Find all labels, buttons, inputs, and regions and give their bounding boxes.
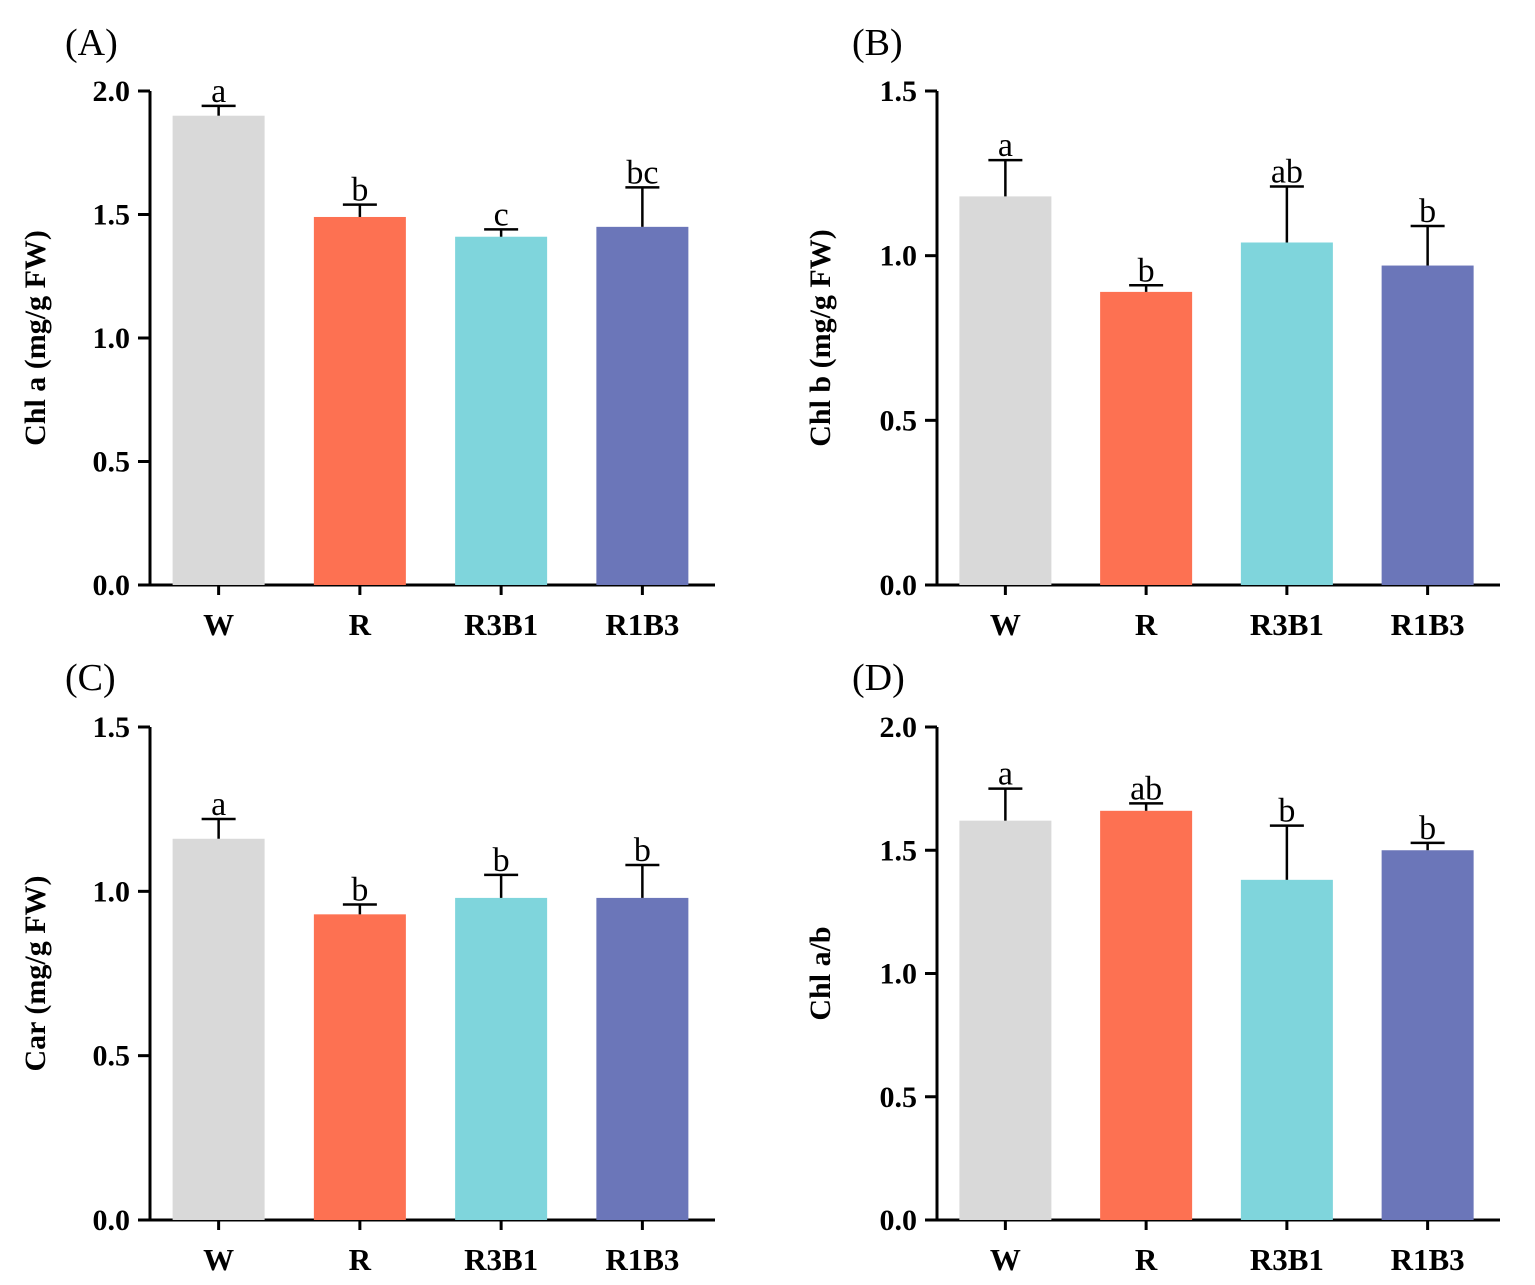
bar-r bbox=[1100, 291, 1193, 585]
x-tick-label: R1B3 bbox=[1391, 1242, 1465, 1277]
y-tick-label: 0.0 bbox=[93, 1204, 131, 1237]
panel-c: (C) Car (mg/g FW) 0.0 0.5 1.0 1.5 a Wb Rb R3B1 b R1… bbox=[19, 657, 715, 1277]
y-axis-label: Chl b (mg/g FW) bbox=[804, 229, 837, 447]
panel-label: (A) bbox=[65, 22, 118, 64]
y-tick-label: 1.5 bbox=[880, 75, 918, 108]
y-tick-label: 1.5 bbox=[93, 199, 131, 232]
panel-b: (B) Chl b (mg/g FW) 0.0 0.5 1.0 1.5 a Wb Rab R3B1… bbox=[804, 22, 1500, 642]
bar-r bbox=[313, 914, 406, 1220]
y-tick-label: 1.0 bbox=[880, 958, 918, 991]
panel-d: (D) Chl a/b 0.0 0.5 1.0 1.5 2.0 a Wab Rb R3B1 b R1B3 bbox=[804, 657, 1500, 1277]
bar-r1b3 bbox=[1381, 265, 1474, 585]
y-tick-label: 0.5 bbox=[93, 446, 131, 479]
bar-w bbox=[172, 838, 265, 1220]
bar-r3b1 bbox=[455, 236, 548, 586]
y-axis-label: Chl a/b bbox=[804, 926, 837, 1020]
panel-label: (B) bbox=[852, 22, 903, 64]
panel-a: (A) Chl a (mg/g FW) 0.0 0.5 1.0 1.5 2.0 a Wb Rc R3… bbox=[19, 22, 715, 642]
significance-label: b bbox=[1138, 252, 1155, 289]
y-tick-label: 0.5 bbox=[880, 1081, 918, 1114]
bar-w bbox=[959, 196, 1052, 586]
y-tick-label: 1.5 bbox=[880, 834, 918, 867]
y-tick-label: 2.0 bbox=[93, 75, 131, 108]
x-tick-label: R3B1 bbox=[1250, 607, 1324, 642]
x-tick-label: W bbox=[203, 1242, 234, 1277]
significance-label: b bbox=[1419, 193, 1436, 230]
y-tick-label: 0.5 bbox=[880, 404, 918, 437]
x-tick-label: R3B1 bbox=[464, 607, 538, 642]
bar-r bbox=[313, 216, 406, 585]
significance-label: b bbox=[493, 842, 510, 879]
bar-w bbox=[959, 820, 1052, 1220]
panel-label: (D) bbox=[852, 657, 905, 699]
x-tick-label: R bbox=[1135, 607, 1158, 642]
significance-label: ab bbox=[1271, 154, 1303, 191]
significance-label: b bbox=[1419, 810, 1436, 847]
significance-label: a bbox=[998, 756, 1013, 793]
significance-label: a bbox=[211, 73, 226, 110]
x-tick-label: R bbox=[349, 607, 372, 642]
bar-r3b1 bbox=[1240, 879, 1333, 1220]
x-tick-label: R1B3 bbox=[605, 607, 679, 642]
significance-label: b bbox=[351, 172, 368, 209]
significance-label: bc bbox=[626, 154, 658, 191]
y-axis-label: Chl a (mg/g FW) bbox=[19, 230, 52, 446]
y-tick-label: 0.5 bbox=[93, 1040, 131, 1073]
bar-r1b3 bbox=[1381, 850, 1474, 1220]
significance-label: c bbox=[494, 196, 509, 233]
x-tick-label: R3B1 bbox=[464, 1242, 538, 1277]
y-tick-label: 0.0 bbox=[93, 569, 131, 602]
y-tick-label: 2.0 bbox=[880, 711, 918, 744]
significance-label: a bbox=[211, 786, 226, 823]
x-tick-label: R bbox=[1135, 1242, 1158, 1277]
bar-r3b1 bbox=[455, 897, 548, 1220]
y-tick-label: 1.0 bbox=[93, 322, 131, 355]
x-tick-label: W bbox=[203, 607, 234, 642]
significance-label: b bbox=[1278, 793, 1295, 830]
bar-w bbox=[172, 115, 265, 585]
bar-r1b3 bbox=[596, 226, 689, 585]
x-tick-label: R1B3 bbox=[1391, 607, 1465, 642]
y-tick-label: 1.5 bbox=[93, 711, 131, 744]
y-axis-label: Car (mg/g FW) bbox=[19, 875, 52, 1071]
panel-label: (C) bbox=[65, 657, 116, 699]
significance-label: ab bbox=[1130, 770, 1162, 807]
y-tick-label: 0.0 bbox=[880, 1204, 918, 1237]
x-tick-label: W bbox=[990, 1242, 1021, 1277]
y-tick-label: 1.0 bbox=[880, 240, 918, 273]
significance-label: a bbox=[998, 127, 1013, 164]
y-tick-label: 1.0 bbox=[93, 875, 131, 908]
x-tick-label: R1B3 bbox=[605, 1242, 679, 1277]
bar-r1b3 bbox=[596, 897, 689, 1220]
y-tick-label: 0.0 bbox=[880, 569, 918, 602]
significance-label: b bbox=[351, 871, 368, 908]
x-tick-label: W bbox=[990, 607, 1021, 642]
bar-r bbox=[1100, 810, 1193, 1220]
x-tick-label: R3B1 bbox=[1250, 1242, 1324, 1277]
significance-label: b bbox=[634, 832, 651, 869]
x-tick-label: R bbox=[349, 1242, 372, 1277]
bar-r3b1 bbox=[1240, 242, 1333, 585]
